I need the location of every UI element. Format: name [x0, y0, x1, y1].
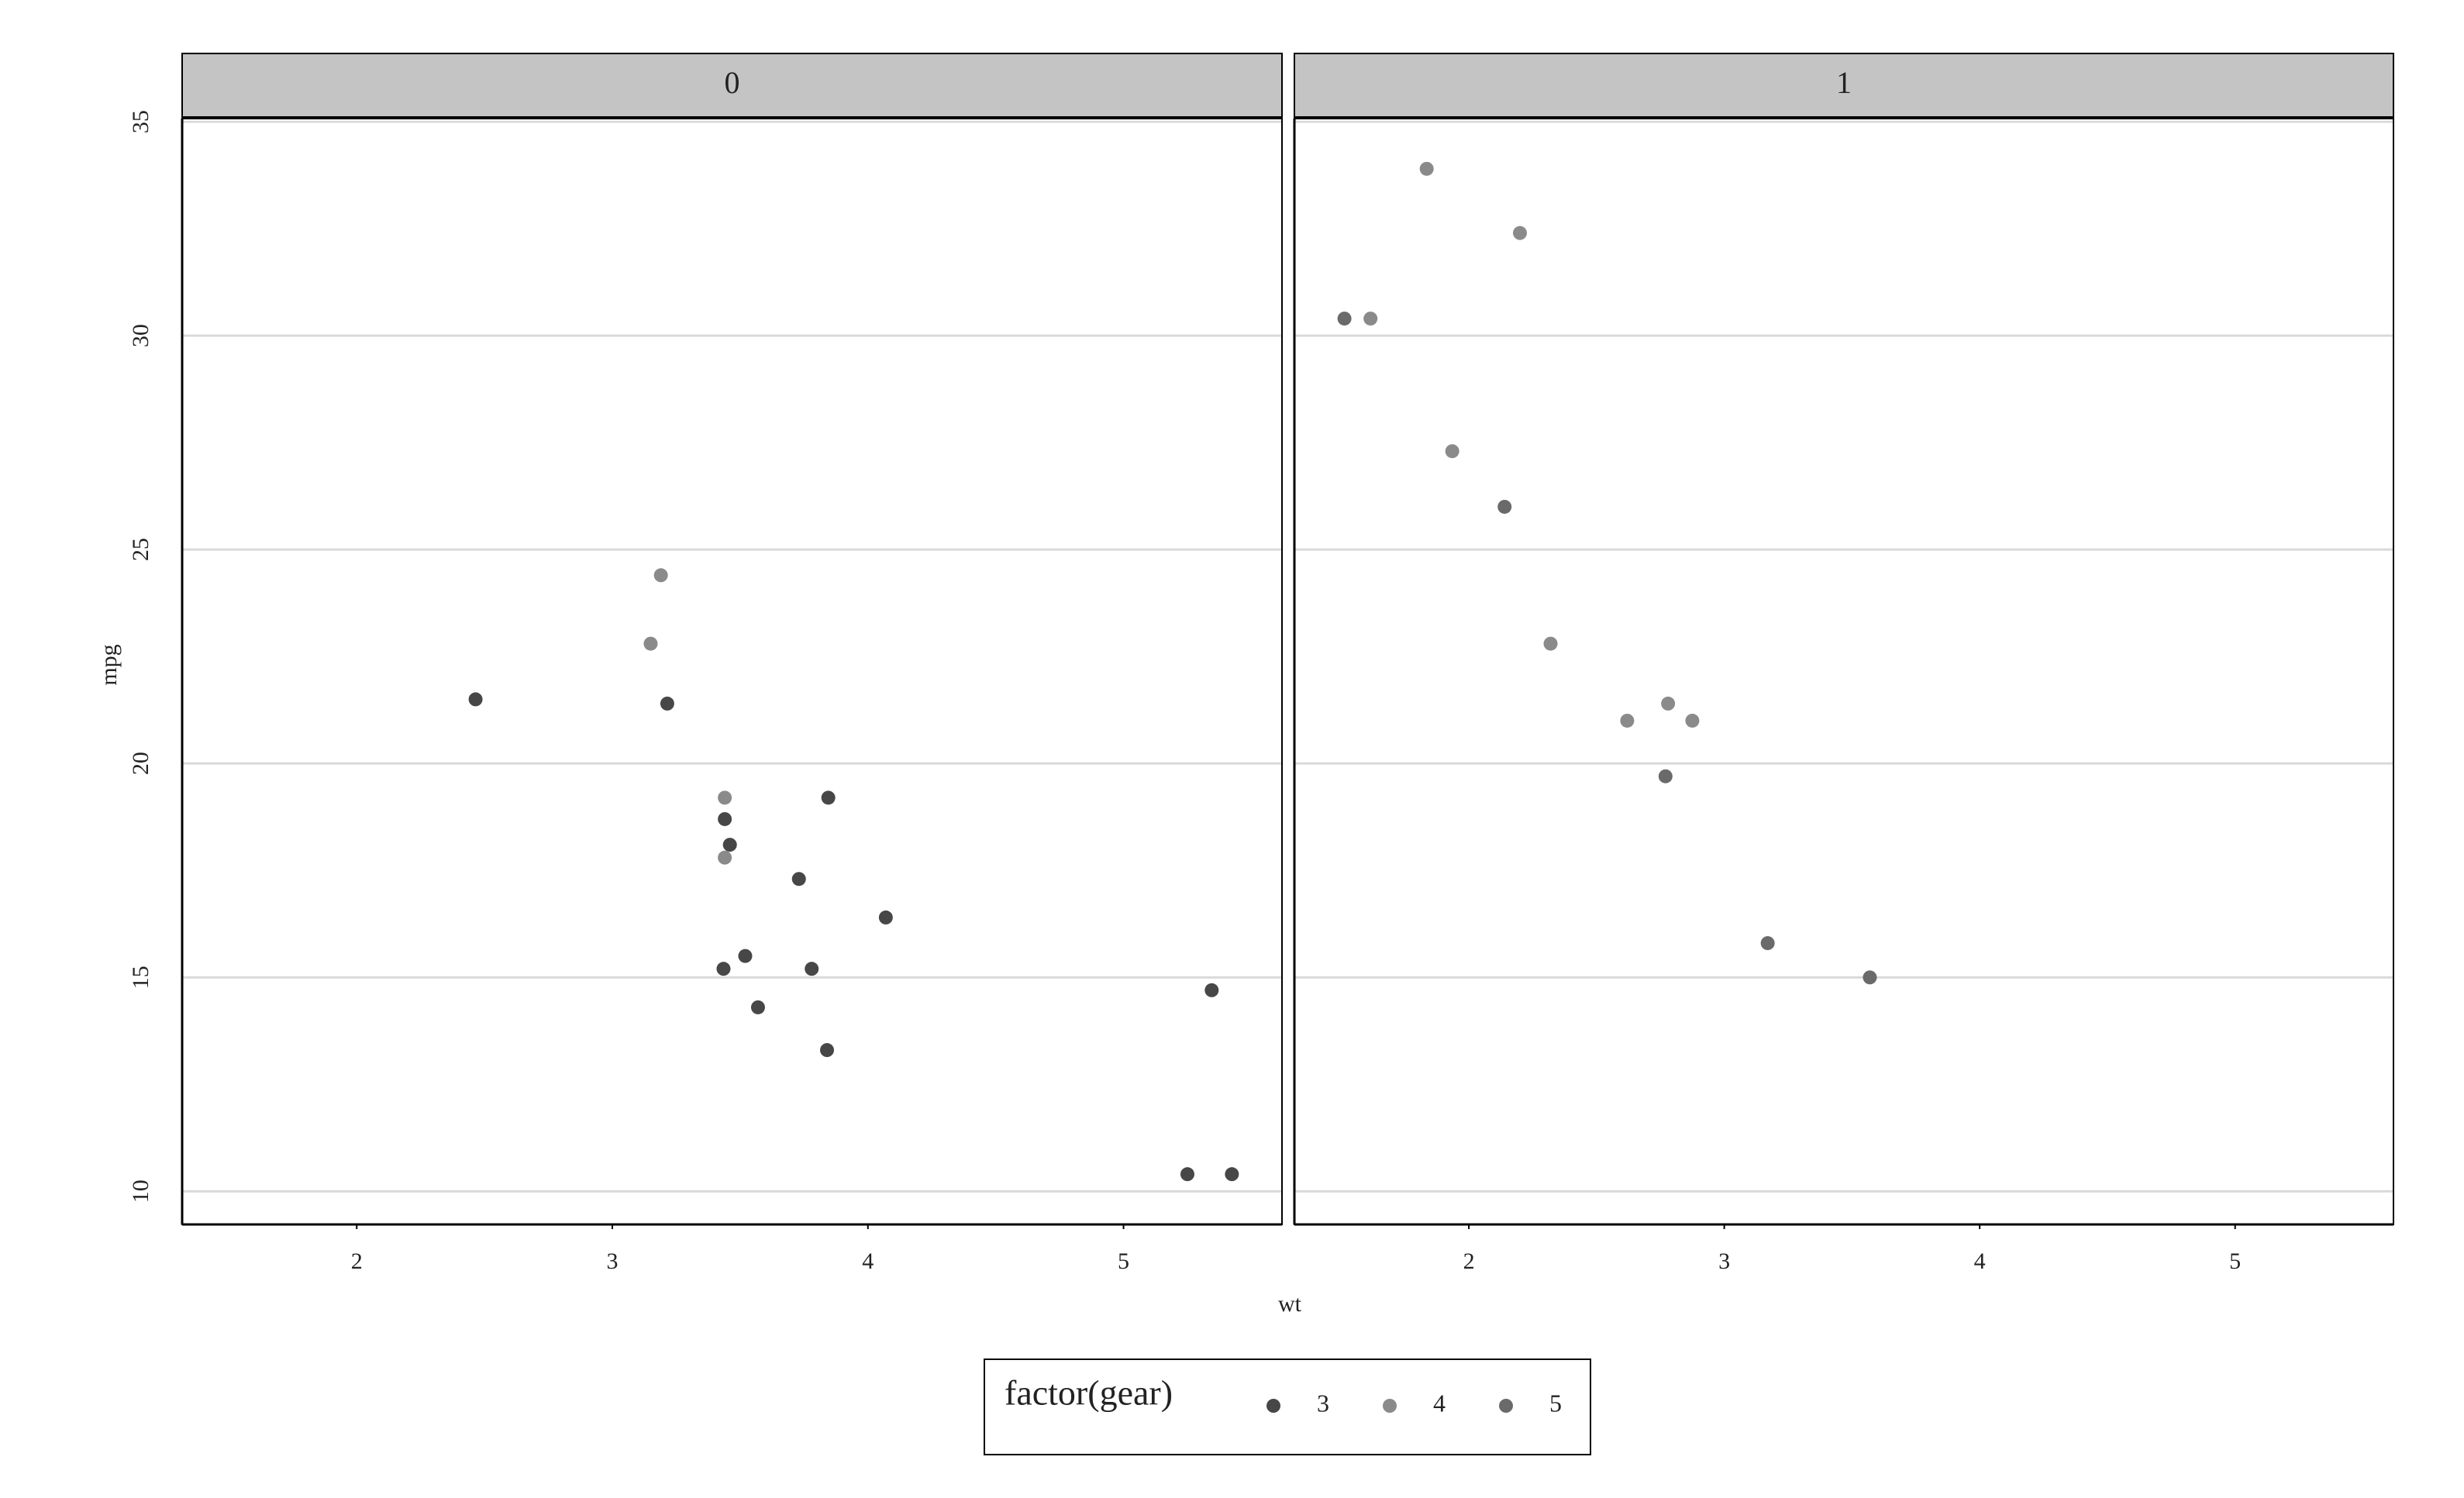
x-tick-label: 4	[862, 1248, 874, 1274]
legend-marker	[1499, 1399, 1513, 1413]
strip-label: 0	[725, 65, 740, 100]
point	[653, 568, 668, 583]
legend-marker	[1266, 1399, 1280, 1413]
point	[1204, 983, 1219, 997]
strip-label: 1	[1836, 65, 1852, 100]
point	[738, 949, 753, 963]
point	[718, 790, 732, 805]
panel-border	[181, 118, 1283, 1225]
x-tick-label: 3	[1718, 1248, 1730, 1274]
point	[878, 910, 893, 925]
point	[1337, 312, 1352, 326]
y-tick-label: 10	[128, 1179, 153, 1203]
x-tick-label: 3	[607, 1248, 619, 1274]
point	[1685, 713, 1700, 728]
point	[820, 1043, 835, 1058]
point	[718, 811, 732, 826]
point	[1658, 769, 1673, 783]
y-axis-label: mpg	[96, 644, 122, 685]
point	[1512, 226, 1527, 240]
point	[1445, 444, 1459, 459]
y-tick-label: 15	[128, 966, 153, 989]
point	[643, 636, 658, 651]
point	[791, 872, 806, 887]
point	[1497, 499, 1512, 514]
point	[468, 692, 483, 707]
x-tick-label: 5	[2229, 1248, 2241, 1274]
y-tick-label: 20	[128, 752, 153, 775]
point	[750, 1000, 765, 1014]
point	[1180, 1167, 1194, 1182]
x-axis-label: wt	[1278, 1291, 1302, 1317]
point	[805, 962, 819, 976]
point	[1543, 636, 1558, 651]
point	[660, 696, 674, 711]
legend-label: 3	[1317, 1389, 1329, 1417]
strip	[1294, 53, 2394, 118]
x-tick-label: 2	[1463, 1248, 1475, 1274]
y-tick-label: 30	[128, 324, 153, 347]
point	[1620, 713, 1635, 728]
strip	[181, 53, 1283, 118]
legend-label: 4	[1433, 1389, 1446, 1417]
y-tick-label: 35	[128, 110, 153, 133]
point	[1419, 161, 1434, 176]
point	[1863, 970, 1877, 985]
legend-box	[984, 1359, 1591, 1455]
x-tick-label: 2	[351, 1248, 363, 1274]
x-tick-label: 5	[1118, 1248, 1129, 1274]
legend-label: 5	[1549, 1389, 1562, 1417]
y-tick-label: 25	[128, 538, 153, 561]
point	[716, 962, 731, 976]
point	[722, 838, 737, 852]
point	[1225, 1167, 1239, 1182]
point	[718, 850, 732, 865]
x-tick-label: 4	[1974, 1248, 1986, 1274]
point	[1363, 312, 1378, 326]
point	[821, 790, 836, 805]
legend-title: factor(gear)	[1005, 1373, 1173, 1413]
point	[1661, 696, 1676, 711]
point	[1760, 936, 1775, 951]
panel-border	[1294, 118, 2394, 1225]
legend-marker	[1383, 1399, 1397, 1413]
